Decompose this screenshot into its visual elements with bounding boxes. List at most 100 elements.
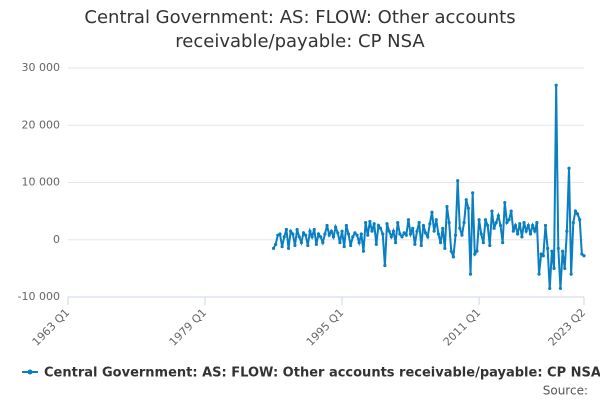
- point: [421, 223, 426, 228]
- point: [346, 232, 351, 236]
- point: [357, 241, 361, 245]
- x-tick-label: 1963 Q1: [30, 306, 73, 349]
- point: [563, 266, 567, 270]
- point: [434, 218, 438, 222]
- point: [366, 233, 370, 237]
- point: [306, 243, 310, 248]
- point: [351, 235, 355, 239]
- point: [558, 286, 563, 291]
- point: [349, 243, 353, 248]
- point: [406, 218, 411, 222]
- point: [460, 233, 464, 237]
- point: [509, 209, 513, 213]
- legend-label[interactable]: Central Government: AS: FLOW: Other acco…: [44, 366, 600, 381]
- point: [468, 272, 473, 276]
- point: [550, 249, 554, 253]
- point: [336, 231, 340, 235]
- point: [327, 233, 331, 237]
- point: [376, 223, 381, 228]
- point: [449, 249, 453, 253]
- point: [383, 263, 387, 268]
- point: [520, 235, 524, 239]
- point: [353, 231, 357, 235]
- point: [573, 209, 578, 213]
- point: [518, 222, 522, 226]
- point: [471, 191, 475, 195]
- point: [445, 204, 449, 209]
- point: [473, 252, 477, 256]
- point: [370, 229, 374, 233]
- point: [458, 226, 462, 230]
- point: [466, 206, 470, 210]
- point: [378, 226, 383, 230]
- point: [334, 225, 338, 229]
- chart-title: Central Government: AS: FLOW: Other acco…: [84, 7, 516, 52]
- x-tick-label: 1995 Q1: [304, 306, 347, 349]
- point: [413, 242, 417, 246]
- point: [304, 233, 308, 237]
- point: [364, 220, 368, 225]
- point: [505, 220, 509, 225]
- point: [528, 232, 533, 236]
- series-line: [272, 85, 585, 289]
- point: [447, 220, 451, 225]
- point: [340, 229, 344, 233]
- y-tick-label: 30 000: [22, 61, 61, 74]
- point: [278, 232, 282, 236]
- point: [342, 245, 346, 249]
- x-tick-label: 2023 Q2: [546, 306, 589, 349]
- point: [475, 249, 479, 253]
- point: [284, 227, 288, 232]
- point: [374, 242, 378, 246]
- point: [316, 232, 321, 236]
- point: [511, 229, 515, 233]
- point: [462, 220, 466, 225]
- point: [578, 218, 582, 222]
- point: [329, 229, 333, 233]
- point: [546, 246, 550, 250]
- point: [402, 231, 406, 235]
- point: [501, 241, 505, 245]
- point: [415, 229, 419, 233]
- point: [503, 200, 507, 205]
- point: [312, 227, 316, 232]
- y-tick-label: 0: [53, 233, 60, 246]
- point: [387, 229, 391, 233]
- x-tick-label: 2011 Q1: [441, 306, 484, 349]
- point: [417, 220, 421, 225]
- point: [396, 220, 400, 225]
- point: [393, 241, 398, 245]
- point: [453, 233, 458, 237]
- point: [436, 232, 441, 236]
- point: [323, 232, 327, 236]
- point: [359, 232, 363, 236]
- point: [331, 235, 336, 239]
- point: [419, 243, 423, 248]
- point: [400, 235, 404, 239]
- point: [408, 232, 413, 236]
- point: [522, 220, 526, 225]
- point: [291, 232, 295, 236]
- point: [571, 220, 575, 225]
- x-tick-label: 1979 Q1: [167, 306, 210, 349]
- point: [280, 245, 284, 249]
- point: [411, 226, 415, 230]
- point: [372, 222, 376, 226]
- point: [321, 241, 325, 245]
- point: [286, 246, 291, 250]
- point: [368, 219, 372, 224]
- point: [507, 218, 511, 222]
- point: [477, 218, 481, 222]
- point: [565, 229, 569, 233]
- point: [535, 220, 539, 225]
- point: [481, 241, 485, 245]
- point: [361, 249, 366, 253]
- point: [569, 272, 573, 276]
- point: [533, 229, 537, 233]
- point: [404, 233, 408, 237]
- point: [464, 198, 468, 202]
- point: [274, 242, 278, 246]
- y-tick-label: 20 000: [22, 118, 61, 131]
